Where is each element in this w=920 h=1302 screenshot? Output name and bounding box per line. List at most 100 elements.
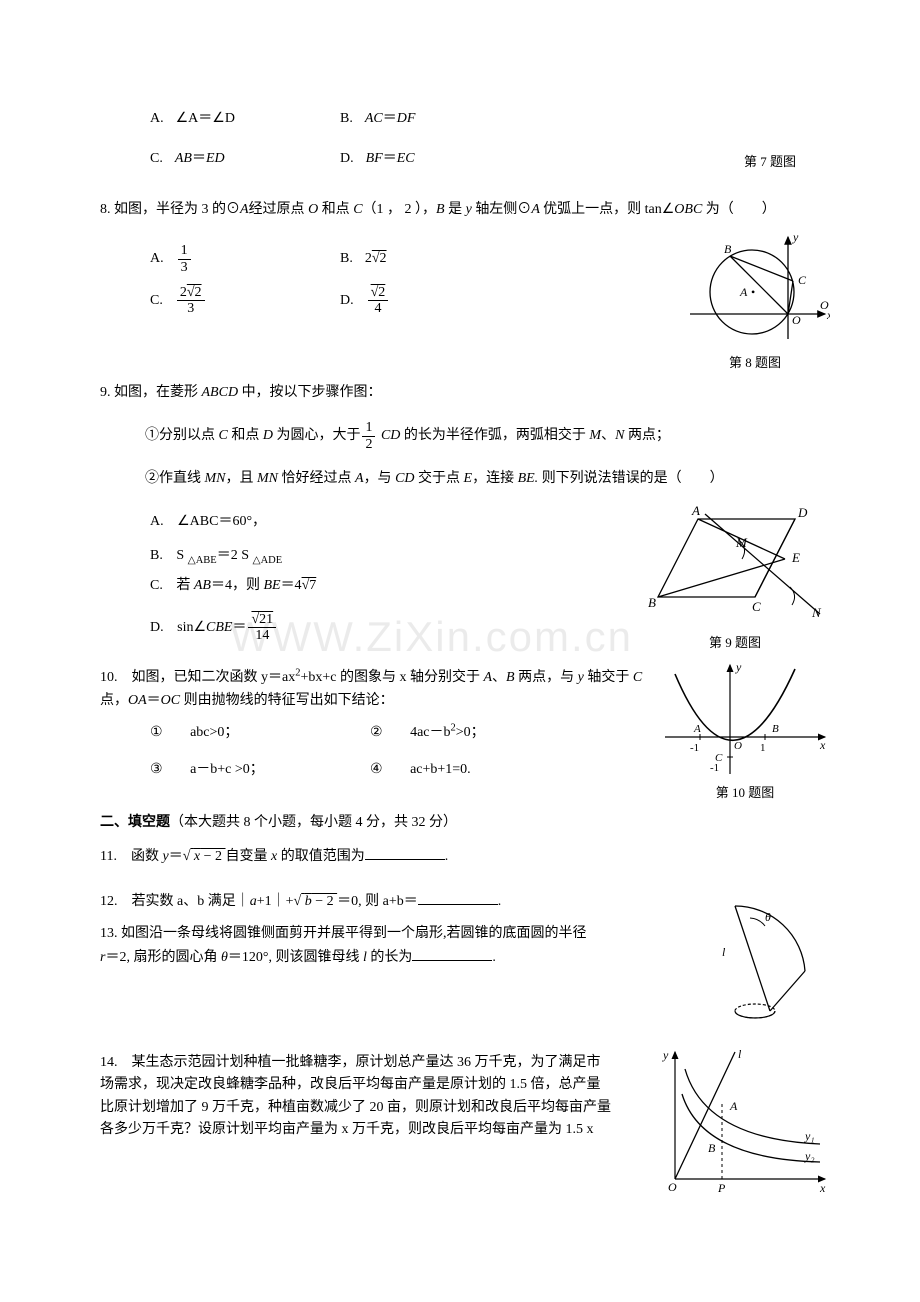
- q10-item-1: ① abc>0；: [150, 722, 370, 744]
- d: 4: [368, 300, 389, 316]
- svg-text:x: x: [819, 738, 826, 752]
- blank: [418, 890, 498, 905]
- q7-C-post: ED: [206, 148, 225, 170]
- l: A.: [150, 514, 164, 529]
- n: ②: [370, 725, 383, 740]
- svg-text:A: A: [729, 1099, 738, 1113]
- t: ＝4，则: [211, 578, 264, 593]
- q7-A-text: ∠A＝∠D: [176, 108, 235, 130]
- t: abc>0；: [190, 725, 238, 740]
- l: C.: [150, 578, 163, 593]
- l: A.: [150, 248, 164, 270]
- d: 14: [248, 627, 276, 643]
- t: C: [633, 670, 642, 685]
- opt-label-B: B.: [340, 108, 353, 130]
- t: ac+b+1=0.: [410, 762, 471, 777]
- q10-item-3: ③ a－b+c >0；: [150, 759, 370, 781]
- q7-opt-D: D. BF ＝ EC: [340, 148, 530, 170]
- t: 比原计划增加了 9 万千克，种植亩数减少了 20 亩，则原计划和改良后平均每亩产…: [100, 1097, 660, 1119]
- t: +1｜+: [257, 894, 294, 909]
- svg-text:y₁: y₁: [804, 1129, 815, 1143]
- q9-figure: A D B C E M N: [640, 499, 830, 629]
- t: C: [219, 428, 232, 443]
- t: （本大题共 8 个小题，每小题 4 分，共 32 分）: [170, 815, 457, 830]
- t: 轴左侧⊙: [475, 202, 531, 217]
- t: ＝0, 则 a+b＝: [337, 894, 418, 909]
- q8-opt-D: D. √24: [340, 285, 530, 317]
- q13: 13. 如图沿一条母线将圆锥侧面剪开并展平得到一个扇形,若圆锥的底面圆的半径 r…: [100, 923, 710, 969]
- q9-opt-A: A. ∠ABC＝60°，: [100, 511, 640, 533]
- svg-text:x: x: [826, 308, 830, 322]
- svg-text:D: D: [797, 505, 808, 520]
- q9-body: A. ∠ABC＝60°， B. S △ABE＝2 S △ADE C. 若 AB＝…: [100, 499, 830, 654]
- n: ①: [150, 725, 163, 740]
- q7-opt-B: B. AC ＝ DF: [340, 108, 530, 130]
- t: 恰好经过点: [282, 471, 356, 486]
- t: BE.: [518, 471, 542, 486]
- t: 的长为半径作弧，两弧相交于: [404, 428, 590, 443]
- t: 、: [601, 428, 615, 443]
- svg-text:B: B: [708, 1141, 716, 1155]
- q9-figure-col: A D B C E M N 第 9 题图: [640, 499, 830, 654]
- q8-figure: O O x y B C A •: [680, 229, 830, 349]
- t: OA: [128, 693, 147, 708]
- t: CD: [377, 428, 403, 443]
- q10-block: 10. 如图，已知二次函数 y＝ax2+bx+c 的图象与 x 轴分别交于 A、…: [100, 659, 830, 804]
- q10-figure: A B -1 1 O C -1 x y: [660, 659, 830, 779]
- svg-text:P: P: [717, 1181, 726, 1194]
- t: CD: [395, 471, 418, 486]
- svg-text:B: B: [648, 595, 656, 610]
- svg-text:O: O: [668, 1180, 677, 1194]
- t: θ: [221, 950, 228, 965]
- t: a: [250, 894, 257, 909]
- t: ABCD: [202, 385, 242, 400]
- q7-D-lbl: D.: [340, 148, 354, 170]
- blank: [365, 845, 445, 860]
- t: ＝: [169, 849, 183, 864]
- l: D.: [150, 620, 164, 635]
- t: a－b+c >0；: [190, 762, 264, 777]
- q8-stem: 8. 如图，半径为 3 的⊙A经过原点 O 和点 C（1 ， 2 ），B 是 y…: [100, 199, 830, 221]
- svg-text:y: y: [792, 230, 799, 244]
- t: 14. 某生态示范园计划种植一批蜂糖李，原计划总产量达 36 万千克，为了满足市: [100, 1052, 660, 1074]
- l: D.: [340, 290, 354, 312]
- svg-text:θ: θ: [765, 910, 771, 924]
- t: 交于点: [418, 471, 464, 486]
- t: 和点: [231, 428, 263, 443]
- svg-text:C: C: [752, 599, 761, 614]
- q13-figure: θ l: [710, 876, 830, 1026]
- t: ＝: [232, 620, 246, 635]
- q8-figure-col: O O x y B C A • 第 8 题图: [680, 229, 830, 374]
- t: 为（ ）: [706, 202, 776, 217]
- q10-item-4: ④ ac+b+1=0.: [370, 759, 471, 781]
- q7-C-lbl: C.: [150, 148, 163, 170]
- q12: 12. 若实数 a、b 满足｜a+1｜+√ b − 2 ＝0, 则 a+b＝.: [100, 890, 710, 913]
- svg-text:l: l: [738, 1047, 742, 1061]
- q7-D-pre: BF: [366, 148, 383, 170]
- q7-C-mid: ＝: [192, 148, 206, 170]
- t: OC: [161, 693, 184, 708]
- t: .: [492, 950, 496, 965]
- t: sin∠: [177, 620, 206, 635]
- t: AB: [194, 578, 211, 593]
- t: 则下列说法错误的是（ ）: [542, 471, 724, 486]
- q9-stem: 9. 如图，在菱形 ABCD 中，按以下步骤作图：: [100, 382, 830, 404]
- q8-opt-B: B. 2√2: [340, 248, 530, 270]
- t: M: [589, 428, 601, 443]
- t: 轴交于: [587, 670, 633, 685]
- q14: 14. 某生态示范园计划种植一批蜂糖李，原计划总产量达 36 万千克，为了满足市…: [100, 1052, 660, 1142]
- t: 两点，与: [518, 670, 578, 685]
- n: 1: [362, 420, 375, 435]
- q7-fig-label: 第 7 题图: [744, 152, 796, 173]
- svg-text:•: •: [751, 285, 755, 299]
- svg-text:A: A: [691, 503, 700, 518]
- q9-fig-label: 第 9 题图: [709, 633, 761, 654]
- t: ，连接: [472, 471, 518, 486]
- q9-opt-C: C. 若 AB＝4，则 BE＝4√7: [100, 575, 640, 597]
- t: 经过原点: [249, 202, 309, 217]
- q10-fig-label: 第 10 题图: [716, 783, 775, 804]
- t: N: [615, 428, 628, 443]
- svg-text:y₂: y₂: [804, 1149, 815, 1163]
- q11: 11. 函数 y＝√ x − 2 自变量 x 的取值范围为.: [100, 845, 830, 868]
- t: ＝120°, 则该圆锥母线: [228, 950, 363, 965]
